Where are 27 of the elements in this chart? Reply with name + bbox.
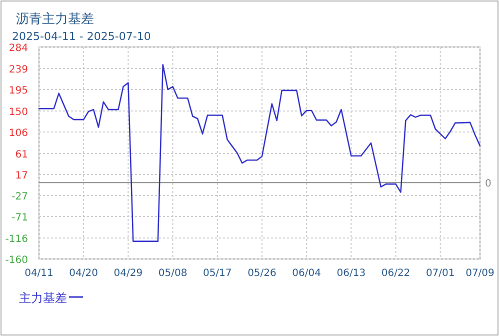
y-tick-label: -71 — [12, 212, 28, 224]
x-tick-label: 07/09 — [466, 268, 494, 279]
y-tick-label: 239 — [8, 64, 28, 76]
y-tick-label: 195 — [8, 85, 28, 96]
x-tick-label: 04/29 — [114, 268, 143, 279]
y-tick-label: -160 — [5, 255, 28, 266]
x-tick-label: 06/22 — [381, 268, 410, 279]
y-tick-label: 150 — [8, 106, 28, 118]
x-tick-label: 04/11 — [24, 268, 54, 279]
legend-label: 主力基差 — [19, 291, 67, 305]
y-tick-label: -116 — [5, 234, 28, 245]
y-tick-label: 17 — [15, 170, 28, 182]
y-tick-label: 284 — [8, 43, 28, 54]
x-tick-label: 05/17 — [202, 268, 232, 279]
y-tick-label: -27 — [12, 191, 28, 202]
chart-subtitle: 2025-04-11 - 2025-07-10 — [12, 30, 151, 43]
x-tick-label: 05/26 — [248, 268, 276, 279]
x-tick-label: 07/01 — [426, 268, 455, 279]
ref-line-label: 0 — [485, 178, 492, 190]
x-tick-label: 04/20 — [69, 268, 98, 279]
x-tick-label: 06/13 — [336, 268, 366, 279]
y-tick-label: 106 — [8, 128, 28, 139]
chart-title: 沥青主力基差 — [16, 11, 94, 27]
line-series — [38, 64, 481, 242]
x-tick-label: 06/04 — [292, 268, 321, 279]
x-tick-label: 05/08 — [158, 268, 188, 279]
y-tick-label: 61 — [15, 149, 28, 160]
